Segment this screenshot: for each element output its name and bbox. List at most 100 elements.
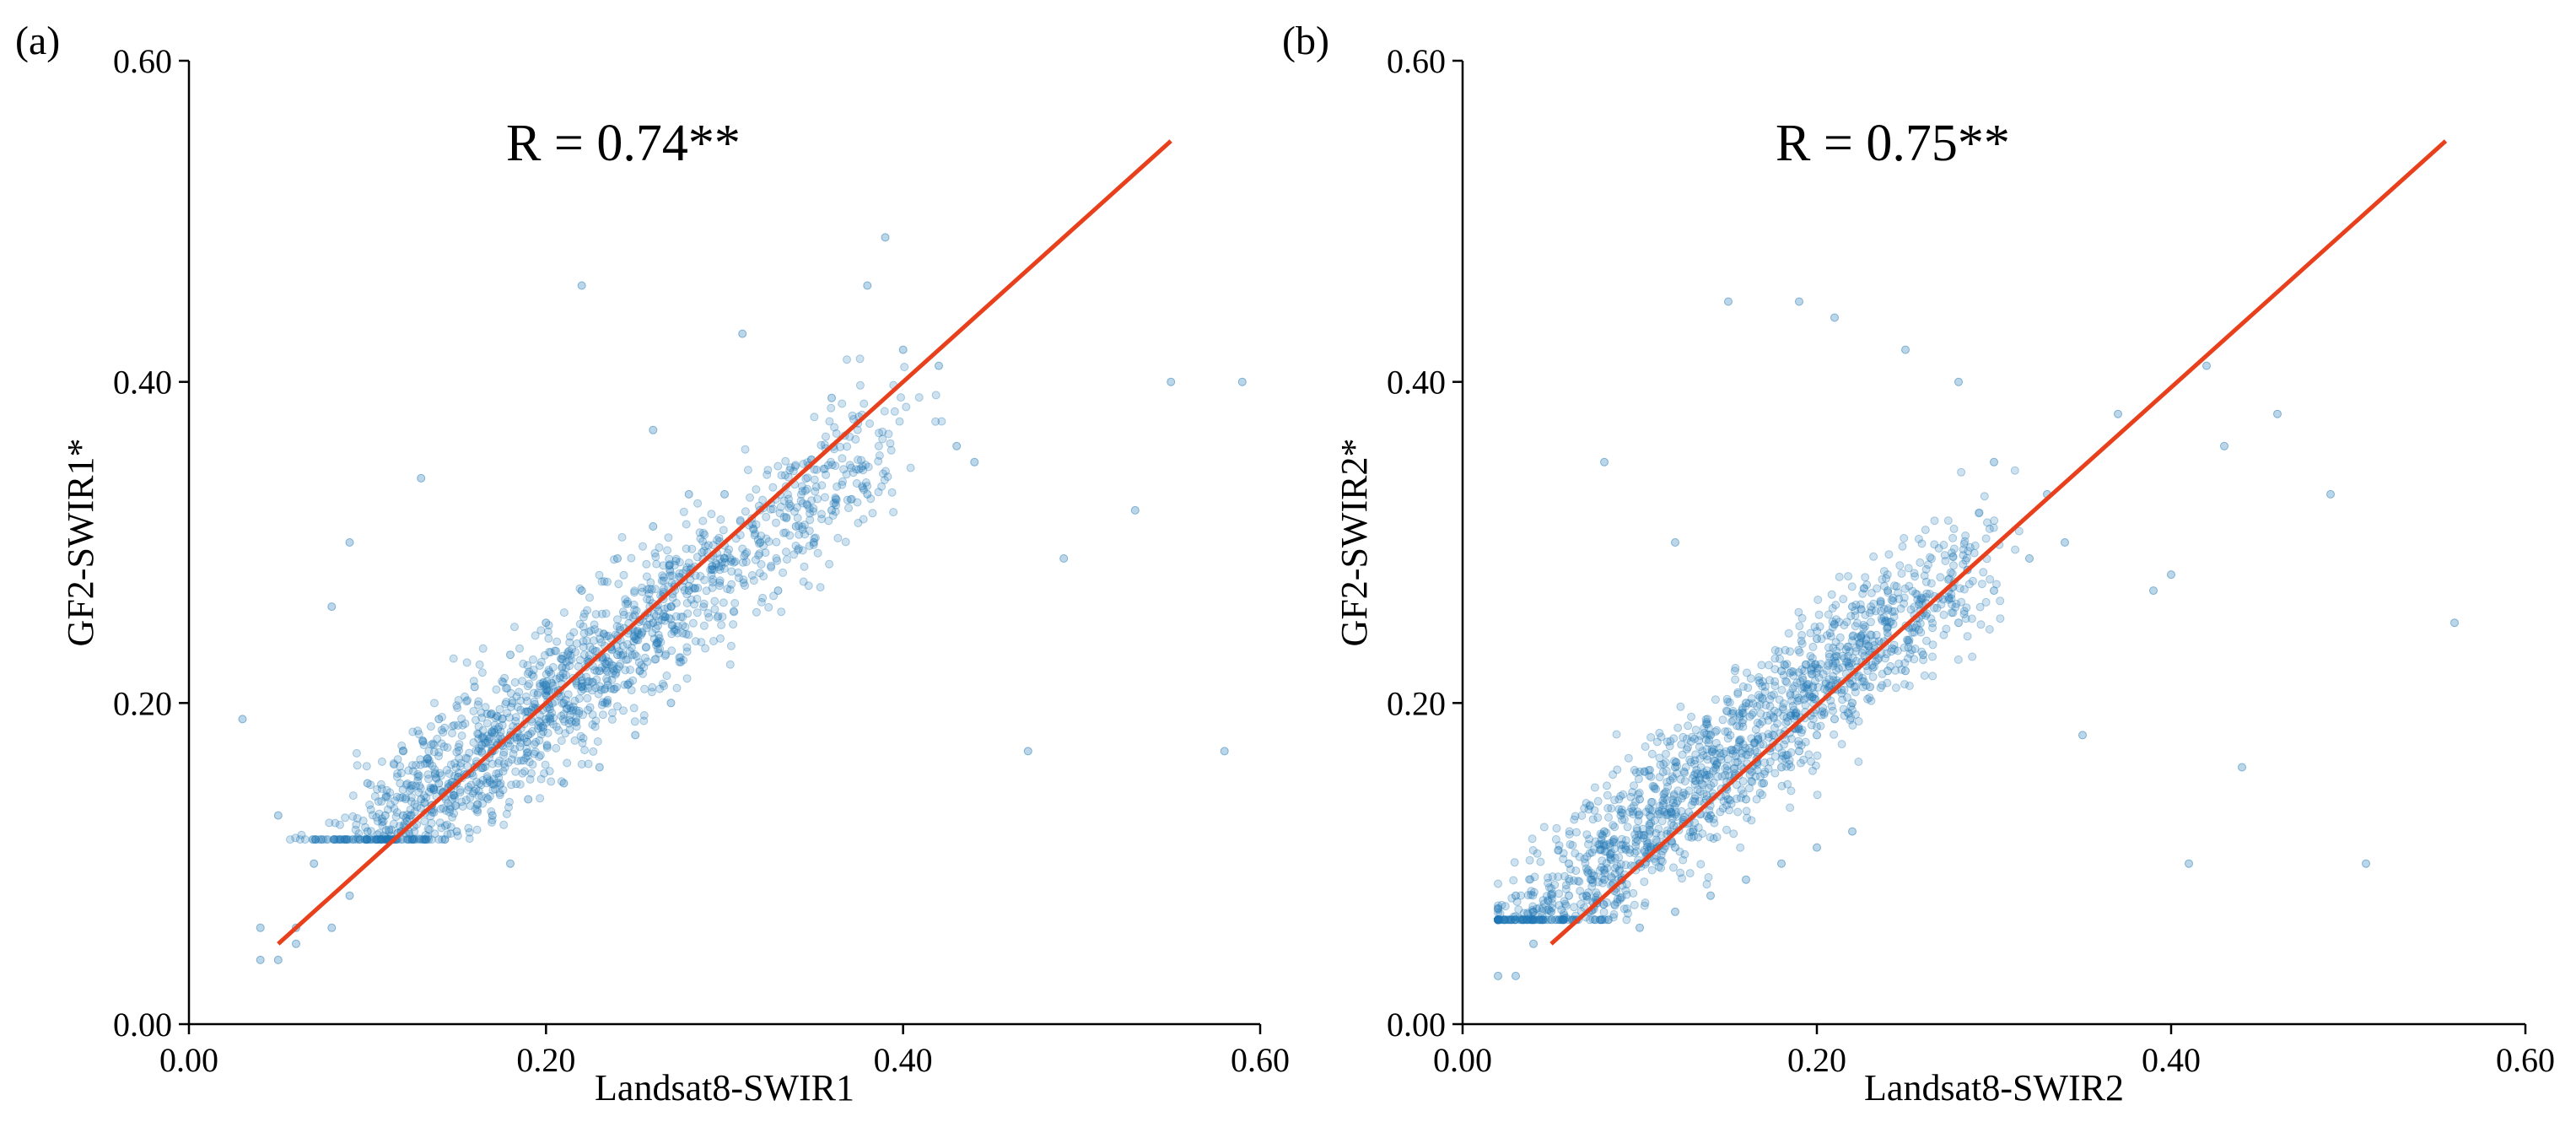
panel-b-cloud-point — [1856, 600, 1865, 609]
panel-b-cloud-point — [1773, 719, 1782, 728]
panel-a-cloud-point — [445, 805, 455, 814]
panel-a-cloud-point — [438, 835, 447, 844]
panel-a-cloud-point — [382, 785, 391, 795]
panel-a-cloud-point — [374, 797, 383, 806]
panel-b-cloud-point — [1843, 693, 1851, 702]
panel-a-cloud-point — [654, 607, 663, 615]
panel-a-cloud-point — [739, 575, 748, 585]
panel-b-cloud-point — [1797, 726, 1807, 735]
panel-a-cloud-point — [749, 524, 758, 533]
panel-a-cloud-point — [832, 429, 841, 438]
panel-a-cloud-point — [523, 682, 532, 691]
panel-a-cloud-point — [458, 802, 467, 811]
panel-a-cloud-point — [584, 683, 592, 693]
panel-a-cloud-point — [377, 835, 386, 844]
panel-b-cloud-point — [1640, 768, 1649, 777]
panel-a-cloud-point — [811, 533, 820, 542]
panel-a-cloud-point — [621, 666, 630, 675]
panel-a-cloud-point — [810, 465, 819, 474]
panel-a-cloud-point — [566, 650, 575, 660]
panel-b-cloud-point — [1657, 817, 1667, 826]
panel-a-cloud-point — [473, 747, 482, 756]
panel-b-cloud-point — [1584, 866, 1593, 875]
panel-a-cloud-point — [539, 682, 548, 691]
panel-a-cloud-point — [353, 761, 362, 770]
panel-b-correlation-annotation: R = 0.75** — [1776, 115, 2010, 172]
panel-b-cloud-point — [1878, 617, 1887, 625]
panel-b-cloud-point — [1566, 840, 1575, 849]
panel-a-cloud-point — [598, 698, 607, 707]
panel-a-cloud-point — [613, 615, 622, 624]
panel-a-data-point — [1130, 505, 1140, 515]
panel-a-cloud-point — [585, 642, 595, 651]
panel-b-cloud-point — [1921, 564, 1931, 574]
panel-a-cloud-point — [646, 578, 655, 587]
panel-a-cloud-point — [430, 765, 439, 774]
panel-b-cloud-point — [1990, 516, 1999, 526]
panel-a-cloud-point — [693, 584, 703, 592]
panel-a-cloud-point — [405, 829, 414, 839]
panel-a-cloud-point — [297, 830, 306, 839]
panel-a-cloud-point — [603, 656, 612, 666]
panel-a-cloud-point — [363, 835, 372, 844]
panel-a-cloud-point — [472, 806, 482, 815]
panel-a-cloud-point — [680, 585, 689, 595]
panel-b-cloud-point — [1891, 683, 1900, 693]
panel-b-cloud-point — [1844, 661, 1853, 671]
panel-a-cloud-point — [726, 641, 736, 650]
panel-b-cloud-point — [1494, 879, 1502, 888]
panel-a-cloud-point — [483, 737, 493, 746]
panel-a-cloud-point — [469, 738, 478, 747]
panel-b-cloud-point — [1551, 835, 1560, 844]
panel-a-cloud-point — [325, 818, 334, 828]
panel-a-cloud-point — [499, 747, 509, 757]
panel-a-cloud-point — [541, 760, 550, 769]
panel-a-cloud-point — [790, 507, 799, 516]
panel-a-cloud-point — [848, 411, 857, 420]
panel-b-cloud-point — [1767, 691, 1776, 700]
panel-a-cloud-point — [709, 574, 718, 584]
panel-a-cloud-point — [407, 780, 417, 790]
panel-a-cloud-point — [780, 471, 790, 480]
panel-a-cloud-point — [572, 717, 580, 726]
panel-a-cloud-point — [668, 593, 677, 602]
panel-a-cloud-point — [795, 530, 804, 539]
panel-b-cloud-point — [1655, 728, 1664, 737]
panel-a-cloud-point — [605, 657, 614, 666]
panel-a-data-point — [524, 731, 533, 740]
panel-a-cloud-point — [449, 790, 458, 800]
panel-b-cloud-point — [1830, 653, 1839, 662]
panel-a-cloud-point — [798, 546, 807, 555]
panel-a-cloud-point — [423, 754, 432, 763]
panel-b-data-point — [1777, 763, 1786, 772]
panel-a-cloud-point — [833, 482, 842, 491]
panel-b-cloud-point — [1580, 855, 1589, 864]
panel-b-cloud-point — [1678, 874, 1686, 883]
panel-a-cloud-point — [405, 785, 414, 795]
panel-a-cloud-point — [589, 747, 598, 756]
panel-b-cloud-point — [1915, 625, 1924, 634]
panel-a-cloud-point — [498, 767, 508, 776]
panel-a-cloud-point — [552, 722, 561, 731]
panel-b-cloud-point — [1865, 608, 1874, 618]
panel-a-cloud-point — [311, 835, 321, 844]
panel-a-cloud-point — [473, 807, 482, 817]
panel-b-cloud-point — [1835, 642, 1845, 651]
panel-a-data-point — [631, 634, 640, 644]
panel-b-cloud-point — [1890, 581, 1899, 591]
panel-a-cloud-point — [533, 724, 542, 733]
panel-b-cloud-point — [1538, 904, 1547, 913]
panel-b-cloud-point — [1531, 915, 1540, 925]
panel-a-cloud-point — [711, 558, 720, 568]
panel-b-cloud-point — [1555, 889, 1564, 898]
panel-b-cloud-point — [1745, 712, 1754, 721]
panel-a-cloud-point — [827, 461, 837, 470]
panel-a-y-ticks: 0.000.200.400.60 — [113, 42, 189, 1044]
panel-b-data-point — [1742, 699, 1750, 708]
panel-a-data-point — [1059, 554, 1069, 563]
panel-b-y-ticks: 0.000.200.400.60 — [1387, 42, 1463, 1044]
panel-a-cloud-point — [308, 835, 317, 844]
panel-a-cloud-point — [895, 417, 904, 426]
panel-a-cloud-point — [336, 835, 345, 844]
panel-a-label: (a) — [15, 19, 60, 63]
